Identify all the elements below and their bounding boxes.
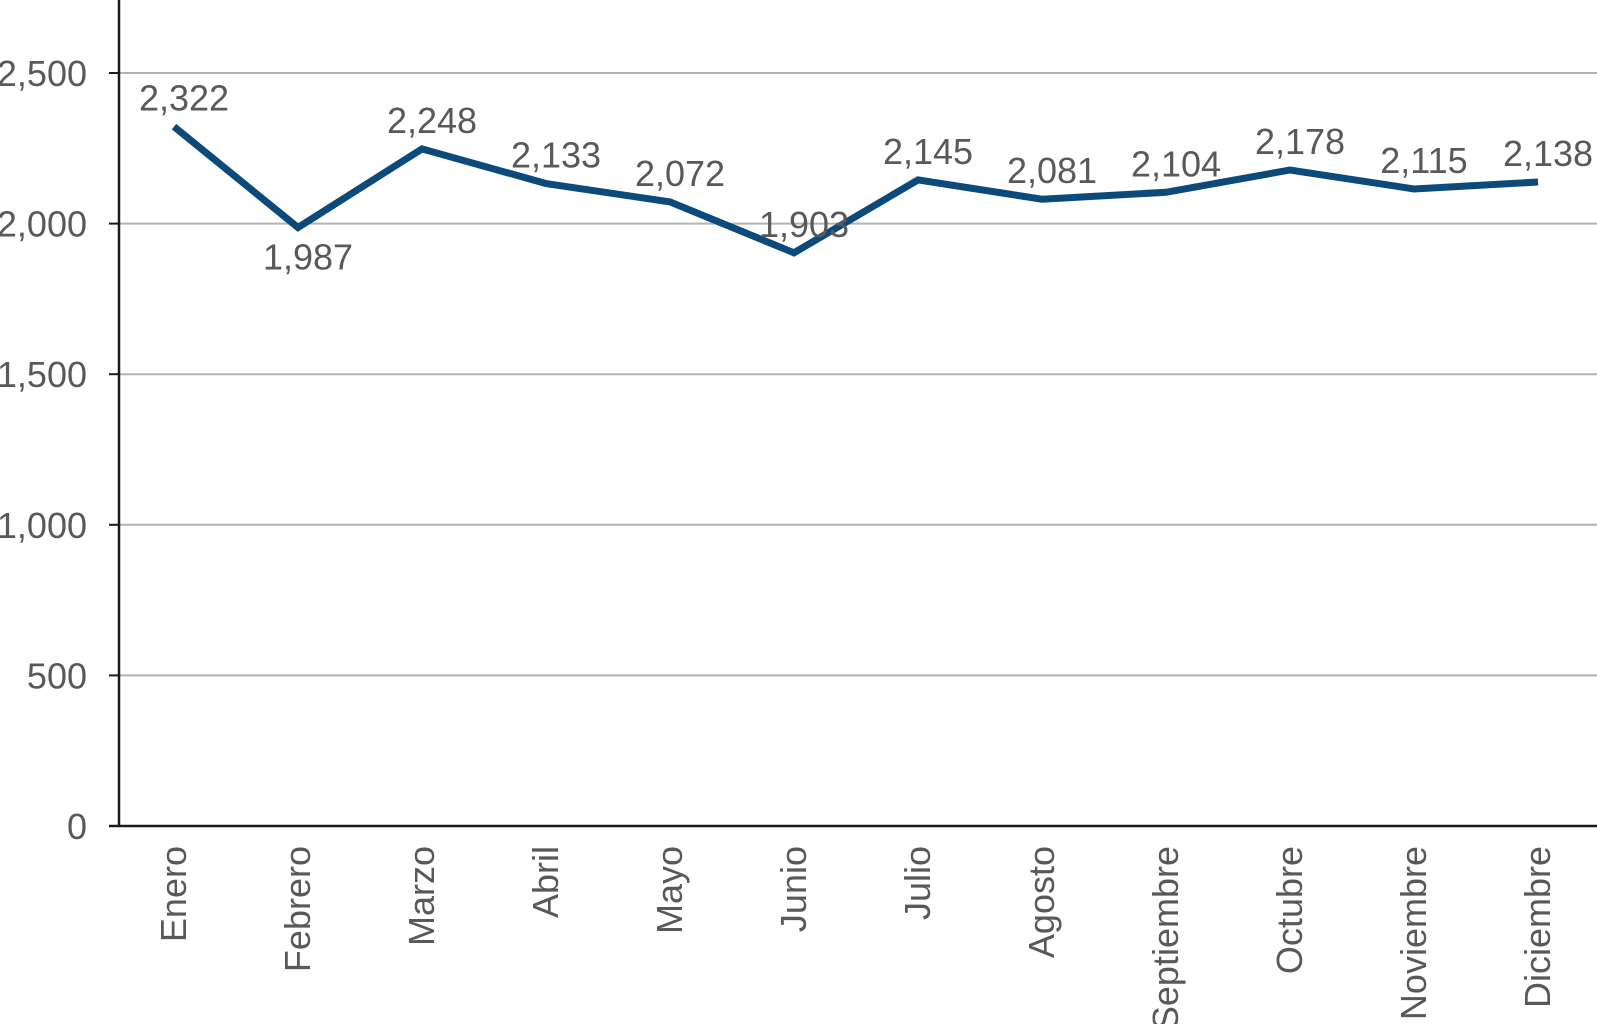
y-tick-label: 1,000 [0,505,87,546]
y-tick-label: 500 [27,655,87,696]
x-tick-label: Julio [897,846,938,920]
data-label: 2,104 [1131,143,1221,184]
y-tick-label: 2,000 [0,204,87,245]
data-labels: 2,322 1,987 2,248 2,133 2,072 1,903 2,145 2,081… [139,78,1593,278]
x-tick-label: Octubre [1269,846,1310,974]
x-tick-label: Septiembre [1145,846,1186,1024]
data-label: 2,322 [139,78,229,119]
data-label: 2,178 [1255,121,1345,162]
y-tick-label: 0 [67,806,87,847]
data-label: 2,248 [387,100,477,141]
x-tick-label: Febrero [277,846,318,972]
y-tick-label: 2,500 [0,53,87,94]
data-label: 1,987 [263,237,353,278]
data-label: 1,903 [759,204,849,245]
data-label: 2,138 [1503,133,1593,174]
x-tick-label: Diciembre [1517,846,1558,1008]
y-axis-ticks: 0 500 1,000 1,500 2,000 2,500 [0,53,119,847]
x-tick-label: Junio [773,846,814,932]
data-label: 2,145 [883,131,973,172]
x-tick-label: Noviembre [1393,846,1434,1020]
x-tick-label: Abril [525,846,566,918]
x-tick-label: Marzo [401,846,442,946]
data-label: 2,133 [511,135,601,176]
y-tick-label: 1,500 [0,354,87,395]
data-label: 2,081 [1007,150,1097,191]
x-tick-label: Agosto [1021,846,1062,958]
gridlines [119,72,1597,677]
x-axis-ticks: Enero Febrero Marzo Abril Mayo Junio Julio Agos… [153,846,1558,1024]
data-label: 2,072 [635,153,725,194]
x-tick-label: Mayo [649,846,690,934]
x-tick-label: Enero [153,846,194,942]
series [171,123,1539,257]
series-line [171,123,1539,257]
data-label: 2,115 [1380,140,1467,181]
